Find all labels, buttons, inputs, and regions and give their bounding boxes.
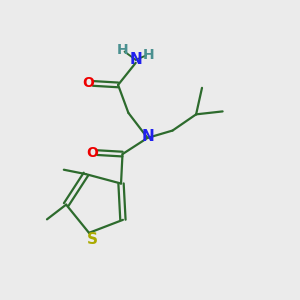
- Text: H: H: [117, 44, 128, 58]
- Text: N: N: [142, 129, 154, 144]
- Text: H: H: [142, 48, 154, 62]
- Text: O: O: [86, 146, 98, 160]
- Text: S: S: [86, 232, 98, 247]
- Text: O: O: [82, 76, 94, 90]
- Text: N: N: [129, 52, 142, 68]
